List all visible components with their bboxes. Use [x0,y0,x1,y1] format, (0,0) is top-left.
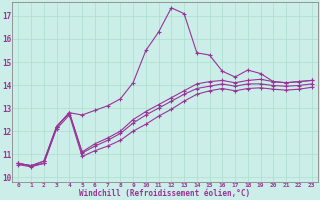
X-axis label: Windchill (Refroidissement éolien,°C): Windchill (Refroidissement éolien,°C) [79,189,251,198]
